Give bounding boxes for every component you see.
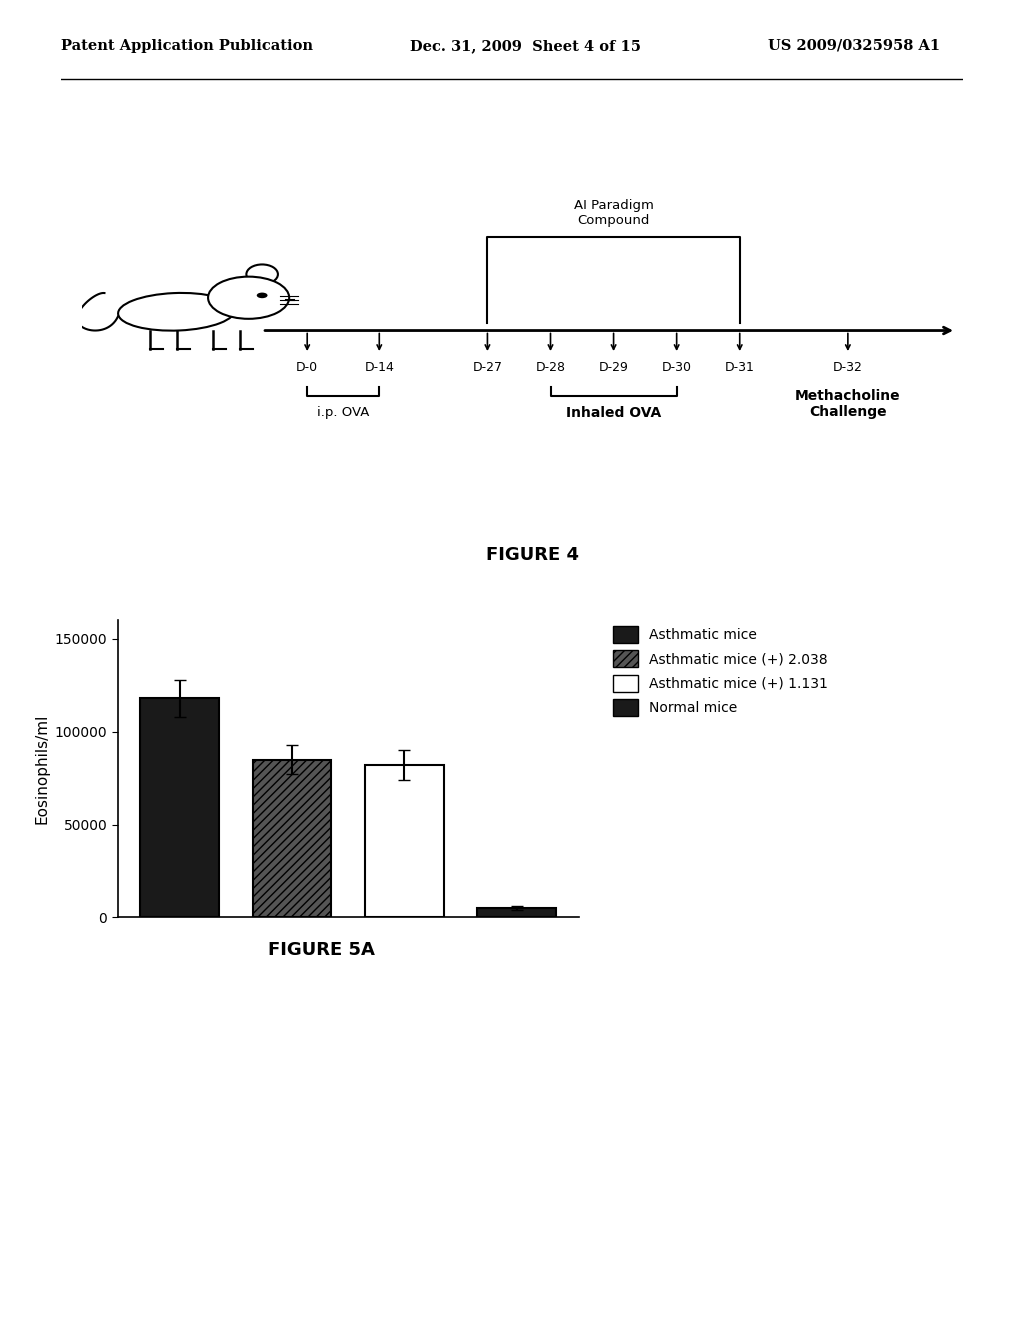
Bar [140, 698, 219, 917]
Ellipse shape [118, 293, 234, 330]
Text: Patent Application Publication: Patent Application Publication [61, 38, 313, 53]
Text: D-0: D-0 [296, 360, 318, 374]
Y-axis label: Eosinophils/ml: Eosinophils/ml [34, 714, 49, 824]
Ellipse shape [247, 264, 278, 284]
Bar [253, 759, 332, 917]
Text: i.p. OVA: i.p. OVA [317, 405, 370, 418]
Text: D-28: D-28 [536, 360, 565, 374]
Text: FIGURE 5A: FIGURE 5A [268, 941, 375, 960]
Text: D-32: D-32 [833, 360, 863, 374]
Text: Inhaled OVA: Inhaled OVA [566, 405, 662, 420]
Text: US 2009/0325958 A1: US 2009/0325958 A1 [768, 38, 940, 53]
Bar [477, 908, 556, 917]
Text: Dec. 31, 2009  Sheet 4 of 15: Dec. 31, 2009 Sheet 4 of 15 [410, 38, 641, 53]
Circle shape [257, 293, 267, 298]
Text: D-14: D-14 [365, 360, 394, 374]
Text: D-27: D-27 [472, 360, 503, 374]
Bar [365, 766, 443, 917]
Text: Methacholine
Challenge: Methacholine Challenge [795, 389, 901, 420]
Text: D-30: D-30 [662, 360, 691, 374]
Text: AI Paradigm
Compound: AI Paradigm Compound [573, 199, 653, 227]
Text: D-29: D-29 [599, 360, 629, 374]
Text: FIGURE 4: FIGURE 4 [486, 546, 579, 565]
Circle shape [208, 277, 289, 319]
Text: D-31: D-31 [725, 360, 755, 374]
Legend: Asthmatic mice, Asthmatic mice (+) 2.038, Asthmatic mice (+) 1.131, Normal mice: Asthmatic mice, Asthmatic mice (+) 2.038… [608, 622, 831, 721]
